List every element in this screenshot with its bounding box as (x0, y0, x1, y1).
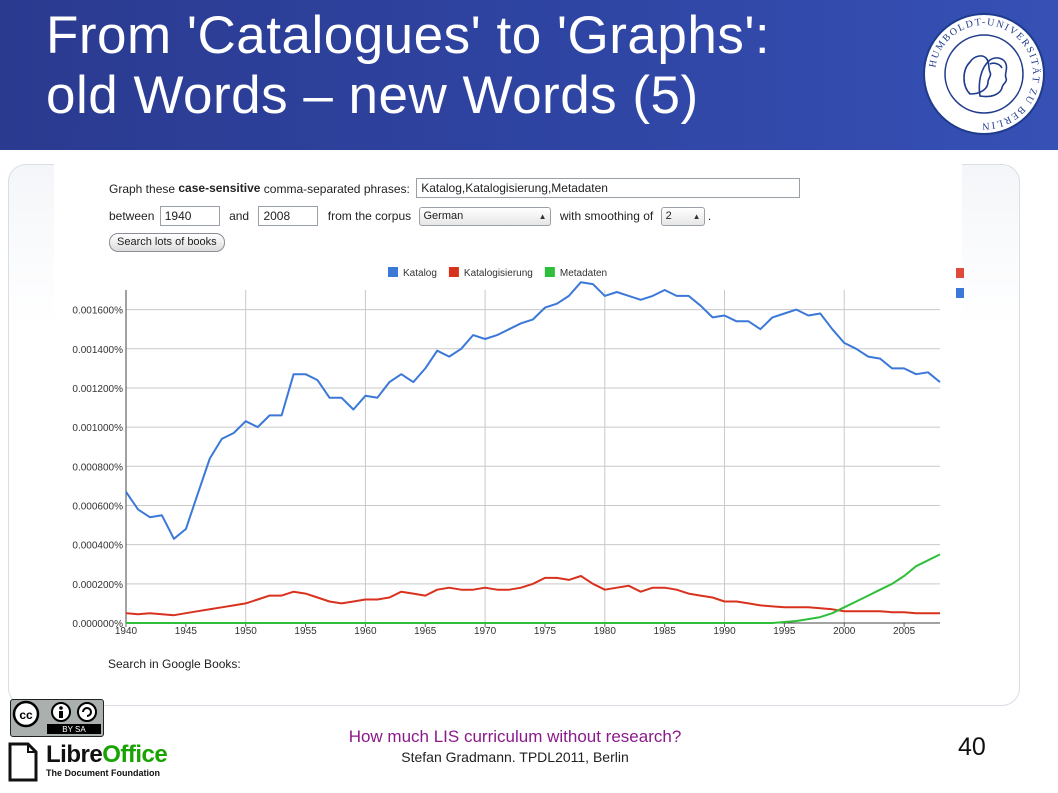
select-arrows-icon: ▲ (538, 211, 547, 221)
x-tick-label: 1955 (294, 626, 317, 637)
x-tick-label: 1980 (594, 626, 617, 637)
y-tick-label: 0.001600% (72, 306, 123, 317)
y-tick-label: 0.001200% (72, 384, 123, 395)
slide-header (0, 0, 1058, 150)
x-tick-label: 1945 (175, 626, 198, 637)
side-icons (956, 268, 964, 308)
x-tick-label: 1995 (773, 626, 796, 637)
svg-text:cc: cc (19, 708, 33, 722)
cc-icon: cc BY SA (12, 700, 101, 734)
share-icon[interactable] (956, 268, 964, 278)
phrases-input[interactable]: Katalog,Katalogisierung,Metadaten (416, 178, 801, 198)
legend-swatch-katalogisierung (448, 267, 459, 277)
year-from-input[interactable]: 1940 (159, 206, 220, 226)
slide-title-line2: old Words – new Words (5) (46, 66, 699, 125)
legend-label-katalogisierung: Katalogisierung (464, 268, 533, 279)
page-number: 40 (958, 733, 986, 761)
prompt-text: Graph these case-sensitive comma-separat… (109, 180, 410, 196)
x-tick-label: 1970 (474, 626, 497, 637)
and-label: and (229, 209, 250, 223)
footer-author: Stefan Gradmann. TPDL2011, Berlin (401, 749, 629, 765)
x-tick-label: 1950 (235, 626, 258, 637)
slide-title-line1: From 'Catalogues' to 'Graphs': (46, 6, 771, 65)
x-tick-label: 1990 (713, 626, 736, 637)
series-line-metadaten (126, 553, 941, 624)
year-to-input[interactable]: 2008 (258, 206, 319, 226)
between-label: between (109, 209, 155, 223)
libreoffice-subtitle: The Document Foundation (46, 768, 160, 778)
y-tick-label: 0.001400% (72, 345, 123, 356)
search-books-button[interactable]: Search lots of books (109, 233, 225, 252)
x-tick-label: 1975 (534, 626, 557, 637)
university-seal-logo: HUMBOLDT-UNIVERSITÄT ZU BERLIN (923, 13, 1045, 135)
libreoffice-logo: LibreOffice The Document Foundation (8, 740, 168, 784)
ngram-chart: 0.000000% 0.000200% 0.000400% 0.000600% 0.00… (72, 267, 941, 637)
x-tick-label: 1960 (354, 626, 377, 637)
document-icon (8, 742, 38, 782)
legend-label-metadaten: Metadaten (560, 268, 607, 279)
smoothing-label: with smoothing of (559, 209, 654, 223)
y-tick-label: 0.001000% (72, 423, 123, 434)
y-tick-label: 0.000200% (72, 580, 123, 591)
corpus-label: from the corpus (327, 209, 412, 223)
cc-by-sa-badge: cc BY SA (10, 699, 104, 737)
y-tick-label: 0.000400% (72, 541, 123, 552)
ngram-viewer: Graph these case-sensitive comma-separat… (54, 162, 962, 671)
series-line-katalogisierung (125, 575, 940, 617)
smoothing-select[interactable]: 2 ▲ (660, 206, 705, 226)
series-line-katalog (125, 281, 941, 540)
libreoffice-name: LibreOffice (46, 741, 168, 768)
slide-title: From 'Catalogues' to 'Graphs': old Words… (46, 6, 926, 126)
select-arrows-icon: ▲ (692, 211, 701, 221)
y-tick-label: 0.000000% (72, 619, 123, 630)
footer-title: How much LIS curriculum without research… (348, 727, 682, 746)
google-books-label: Search in Google Books: (108, 657, 241, 671)
x-tick-label: 1965 (414, 626, 437, 637)
link-icon[interactable] (956, 288, 964, 298)
x-tick-label: 1985 (654, 626, 677, 637)
x-tick-label: 2005 (893, 626, 916, 637)
corpus-select[interactable]: German ▲ (418, 206, 551, 226)
range-row: between 1940 and 2008 from the corpus Ge… (109, 206, 711, 226)
period-text: . (707, 209, 712, 223)
x-tick-label: 2000 (833, 626, 856, 637)
y-tick-label: 0.000600% (72, 501, 123, 512)
legend-swatch-metadaten (544, 267, 555, 277)
legend-swatch-katalog (388, 267, 398, 277)
cc-label: BY SA (62, 725, 86, 734)
x-tick-label: 1940 (115, 626, 138, 637)
y-tick-label: 0.000800% (72, 462, 123, 473)
phrase-row: Graph these case-sensitive comma-separat… (109, 178, 801, 198)
legend-label-katalog: Katalog (403, 268, 437, 279)
